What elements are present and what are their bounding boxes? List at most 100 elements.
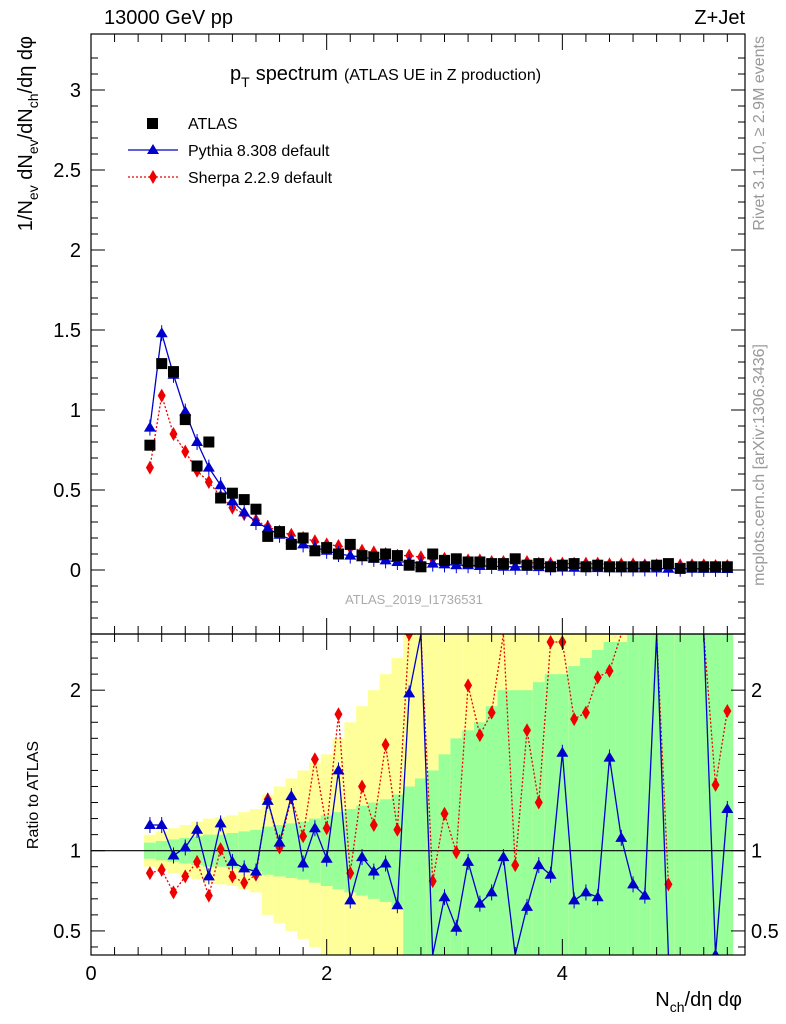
atlas-point [615,561,627,573]
band-green [580,658,592,955]
atlas-point [686,561,698,573]
sherpa-point [157,388,166,403]
ratio-sherpa-point [487,705,496,720]
ratio-pythia-point [379,857,392,868]
band-green [674,634,687,955]
band-green [473,722,486,955]
atlas-point [215,492,227,504]
atlas-point [203,436,215,448]
ratio-sherpa-point [381,737,390,752]
ratio-pythia-point [344,894,357,905]
atlas-point [250,503,262,515]
pythia-point [238,506,251,517]
ratio-sherpa-point [393,822,402,837]
ratio-pythia-point [721,802,734,813]
ratio-pythia-point [191,823,204,834]
atlas-point [344,538,356,550]
ratio-xtick-label: 0 [85,963,96,985]
ratio-pythia-point [391,899,404,910]
ratio-sherpa-point [181,869,190,884]
side-text-bottom: mcplots.cern.ch [arXiv:1306.3436] [751,344,768,586]
ratio-sherpa-point [711,777,720,792]
atlas-point [497,558,509,570]
ratio-pythia-point [356,851,369,862]
pythia-point [191,436,204,446]
band-green [556,674,569,955]
main-ytick-label: 0 [70,560,81,582]
ratio-pythia-point [532,859,545,870]
atlas-point [356,550,368,562]
ratio-sherpa-point [570,712,579,727]
ratio-sherpa-point [169,885,178,900]
atlas-point [391,550,403,562]
atlas-point [474,556,486,568]
atlas-point [651,559,663,571]
ratio-sherpa-point [228,869,237,884]
ratio-pythia-point [521,900,533,911]
ratio-sherpa-point [523,723,531,738]
ratio-ytick-label: 0.5 [53,921,81,943]
ratio-ytick-label-right: 0.5 [751,921,779,943]
pythia-point [509,560,522,571]
band-green [638,634,651,955]
ratio-sherpa-point [358,779,367,794]
band-green [709,634,722,955]
ratio-sherpa-point [299,829,308,844]
pythia-point [202,461,215,472]
ratio-xtick-label: 2 [321,963,332,985]
legend-pythia-label: Pythia 8.308 default [188,143,330,160]
atlas-point [450,553,462,565]
ratio-sherpa-point [452,845,461,860]
ratio-pythia-point [438,891,451,902]
band-green [438,754,451,955]
ratio-pythia-point [711,949,720,955]
pythia-line [149,333,728,570]
ratio-pythia-point [497,851,510,862]
ratio-pythia-point [591,891,604,902]
atlas-point [285,538,297,550]
band-green [568,666,581,955]
ratio-sherpa-point [369,817,378,832]
ratio-pythia-point [238,862,251,873]
atlas-point [144,439,156,451]
y-axis-label-ratio: Ratio to ATLAS [25,741,42,849]
ratio-sherpa-point [216,842,225,857]
legend-atlas-marker [147,118,158,129]
atlas-point [380,548,392,560]
band-green [415,778,427,955]
main-panel [143,325,734,578]
pythia-point [261,522,274,533]
band-green [686,634,698,955]
frames: 00.511.522.530 2 40.5 0.51 12 2 [53,33,779,985]
ratio-pythia-point [544,868,557,879]
ratio-ytick-label-right: 2 [751,680,762,702]
ratio-series [143,634,734,955]
ratio-sherpa-point [511,858,520,873]
atlas-point [238,494,250,506]
atlas-point [662,558,674,570]
sherpa-point [145,460,154,475]
ratio-pythia-point [462,855,475,866]
pythia-point [179,405,192,416]
ratio-sherpa-point [334,707,343,722]
atlas-point [486,558,498,570]
sherpa-line [149,395,728,567]
ratio-ytick-label: 1 [70,841,81,863]
pythia-point [155,327,168,338]
pythia-point [226,495,239,506]
ratio-pythia-point [403,687,416,698]
atlas-point [533,558,545,570]
main-series [143,325,734,578]
ratio-sherpa-point [193,854,202,869]
band-green [485,706,498,955]
atlas-point [545,561,557,573]
ratio-pythia-point [202,870,215,881]
ratio-sherpa-point [475,728,484,743]
ratio-sherpa-point [145,866,154,881]
pythia-point [344,549,357,560]
atlas-point [332,548,344,560]
ratio-sherpa-point [534,795,543,810]
ratio-pythia-point [179,841,192,852]
legend-pythia-marker [147,144,159,154]
